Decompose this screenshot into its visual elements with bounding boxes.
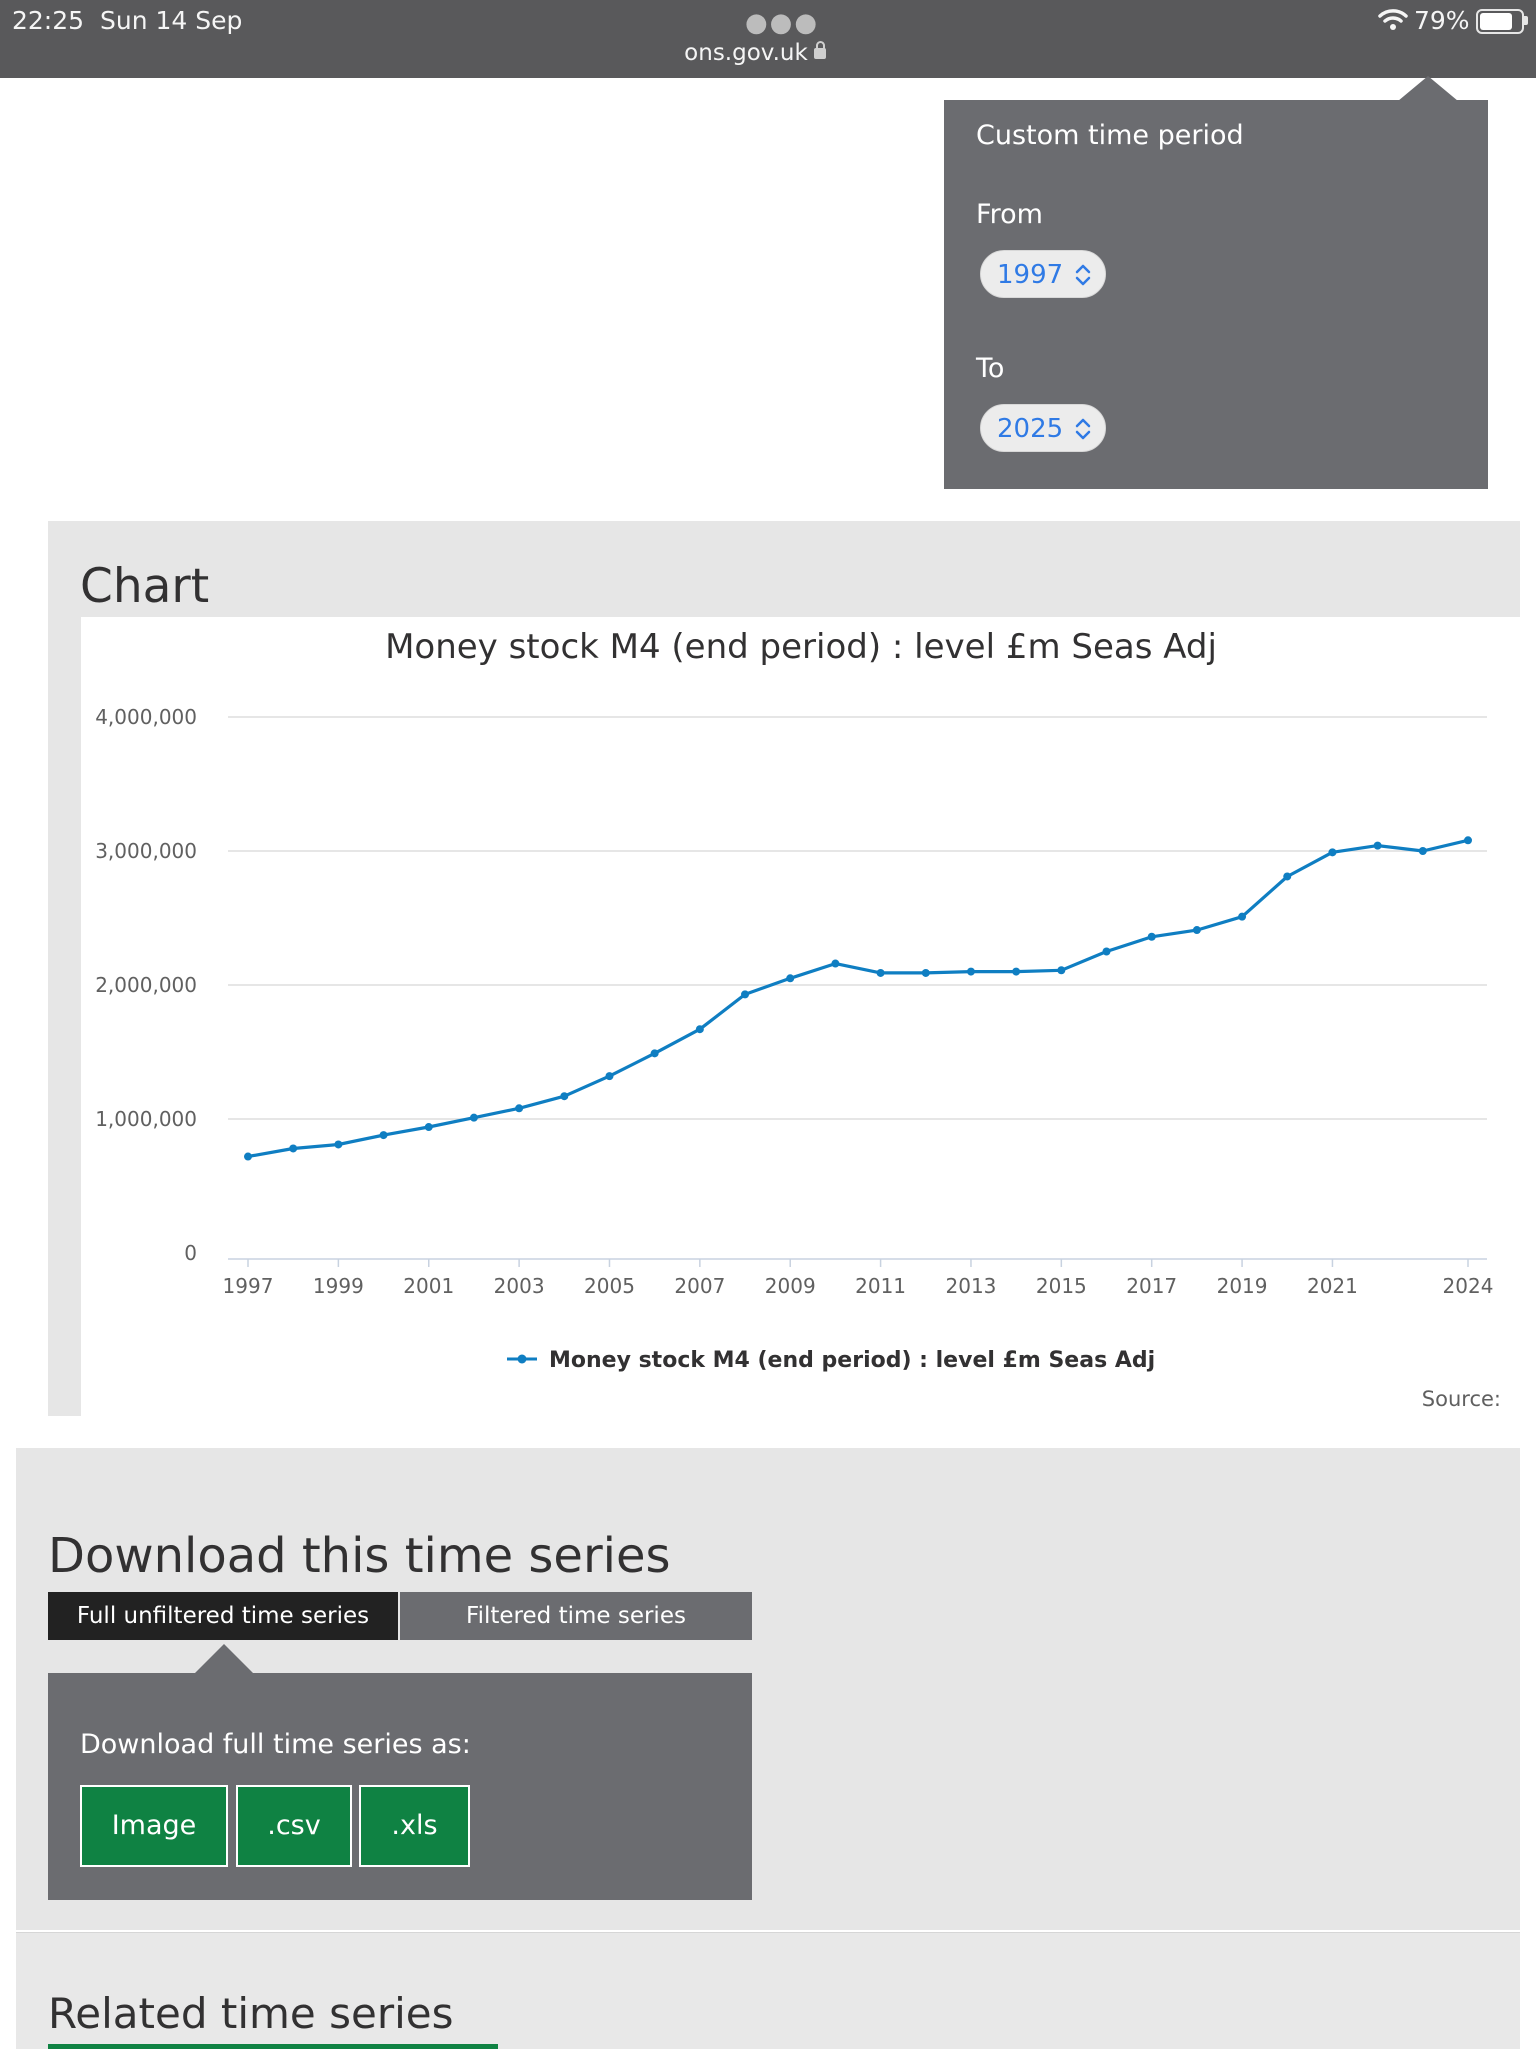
data-point [876,968,885,977]
data-point [379,1131,388,1140]
status-date: Sun 14 Sep [100,6,243,35]
data-point [289,1144,298,1153]
data-point [469,1113,478,1122]
data-point [1102,947,1111,956]
data-point [244,1152,252,1161]
tab-full-unfiltered[interactable]: Full unfiltered time series [48,1592,398,1640]
x-tick-label: 2024 [1443,1274,1494,1298]
to-year-value: 2025 [997,414,1064,444]
chart-panel: Chart Money stock M4 (end period) : leve… [48,521,1520,1416]
x-tick-label: 2019 [1217,1274,1268,1298]
popover-title: Custom time period [976,120,1244,151]
y-tick-label: 1,000,000 [95,1107,197,1131]
data-point [1147,932,1156,941]
legend-label: Money stock M4 (end period) : level £m S… [549,1348,1155,1373]
chart-title: Money stock M4 (end period) : level £m S… [385,627,1217,667]
y-tick-label: 2,000,000 [95,973,197,997]
url-text: ons.gov.uk [684,40,808,66]
download-panel: Download this time series Full unfiltere… [16,1448,1520,1930]
x-tick-label: 2015 [1036,1274,1087,1298]
tab-pointer [194,1644,254,1674]
address-bar[interactable]: ons.gov.uk [0,40,1510,66]
x-tick-label: 1997 [223,1274,274,1298]
source-label: Source: [1422,1387,1501,1411]
legend-marker [517,1354,527,1364]
y-tick-label: 0 [184,1241,197,1265]
data-point [605,1072,614,1081]
data-point [1418,847,1427,855]
x-tick-label: 2011 [855,1274,906,1298]
chevron-updown-icon [1075,264,1091,286]
to-label: To [976,353,1005,384]
download-heading: Download this time series [48,1528,671,1584]
from-year-select[interactable]: 1997 [980,250,1106,298]
download-box: Download full time series as: Image .csv… [48,1673,752,1900]
chart-heading: Chart [80,559,210,614]
battery-icon [1476,9,1524,34]
download-image-button[interactable]: Image [80,1785,228,1867]
data-point [424,1123,433,1132]
tab-filtered[interactable]: Filtered time series [400,1592,752,1640]
data-point [515,1104,524,1113]
chevron-updown-icon [1075,418,1091,440]
download-xls-button[interactable]: .xls [359,1785,470,1867]
chart-area: Money stock M4 (end period) : level £m S… [81,617,1520,1416]
custom-time-period-popover: Custom time period From 1997 To 2025 [944,100,1488,489]
data-point [786,974,795,983]
data-point [1057,966,1066,975]
y-tick-label: 4,000,000 [95,705,197,729]
more-dots-icon[interactable]: ●●● [745,8,820,38]
data-point [1373,841,1382,850]
battery-tip [1524,16,1528,25]
x-tick-label: 2017 [1126,1274,1177,1298]
series-line [247,838,1469,1159]
related-panel: Related time series [16,1932,1520,2049]
battery-percent: 79% [1414,6,1470,35]
wifi-icon [1378,9,1408,30]
data-point [966,967,975,976]
data-point [1012,967,1021,976]
x-tick-label: 2013 [946,1274,997,1298]
lock-icon [813,41,826,59]
data-point [1238,912,1247,921]
data-point [1328,848,1337,857]
data-point [831,959,840,968]
x-tick-label: 2003 [494,1274,545,1298]
data-point [695,1025,704,1034]
data-point [1283,872,1292,881]
related-heading: Related time series [48,1989,454,2038]
from-label: From [976,199,1043,230]
line-chart: Money stock M4 (end period) : level £m S… [95,627,1501,1411]
y-tick-label: 3,000,000 [95,839,197,863]
data-point [334,1140,343,1149]
from-year-value: 1997 [997,260,1064,290]
data-point [560,1092,569,1101]
x-tick-label: 2009 [765,1274,816,1298]
x-tick-label: 2001 [403,1274,454,1298]
status-time: 22:25 [12,6,85,35]
to-year-select[interactable]: 2025 [980,404,1106,452]
data-point [741,990,750,999]
popover-arrow [1398,76,1458,101]
x-tick-label: 1999 [313,1274,364,1298]
download-label: Download full time series as: [80,1729,471,1760]
data-point [1192,926,1201,935]
related-underline [48,2044,498,2049]
x-tick-label: 2021 [1307,1274,1358,1298]
x-tick-label: 2005 [584,1274,635,1298]
data-point [1464,836,1472,845]
status-bar: 22:25 Sun 14 Sep ●●● ons.gov.uk 79% [0,0,1536,78]
data-point [921,968,930,977]
x-tick-label: 2007 [674,1274,725,1298]
download-csv-button[interactable]: .csv [236,1785,352,1867]
data-point [650,1049,659,1058]
